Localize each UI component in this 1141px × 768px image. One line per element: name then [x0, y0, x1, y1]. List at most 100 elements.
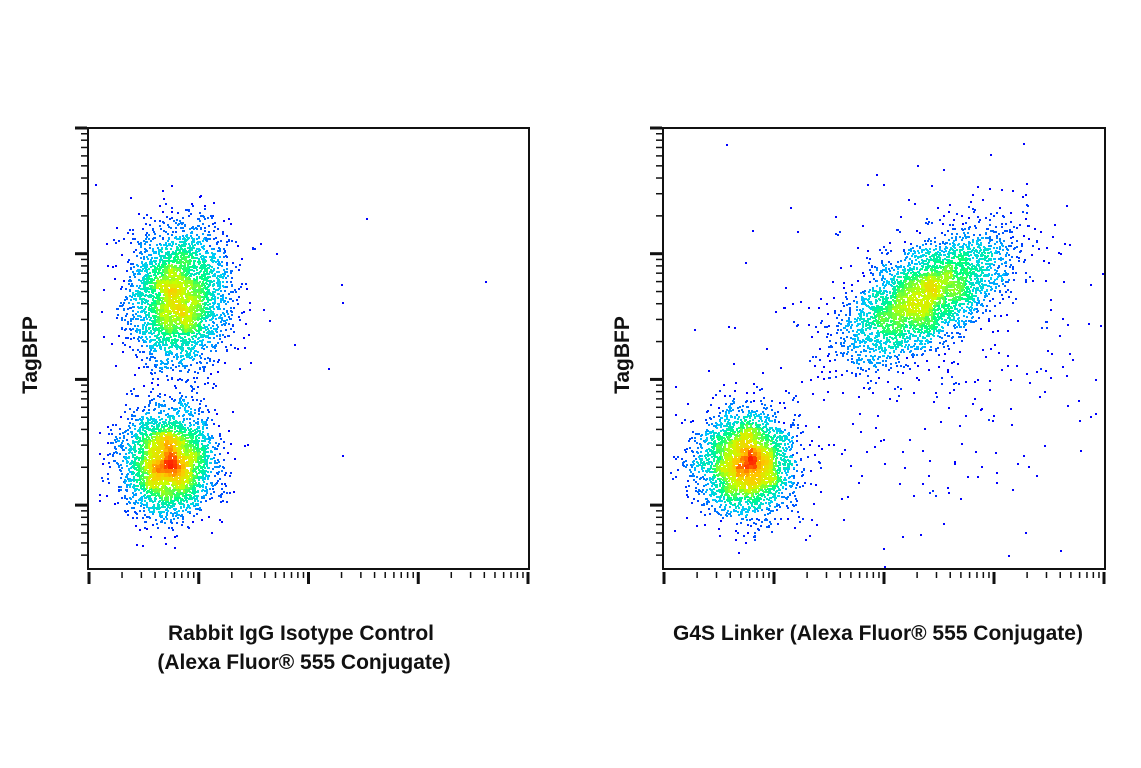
- event-point: [226, 241, 228, 243]
- event-point: [167, 506, 169, 508]
- event-point: [215, 350, 217, 352]
- event-point: [162, 487, 164, 489]
- event-point: [171, 339, 173, 341]
- event-point: [170, 227, 172, 229]
- event-point: [131, 507, 133, 509]
- event-point: [207, 289, 209, 291]
- event-point: [205, 320, 207, 322]
- event-point: [132, 424, 134, 426]
- event-point: [224, 474, 226, 476]
- event-point: [205, 292, 207, 294]
- event-point: [146, 345, 148, 347]
- event-point: [143, 366, 145, 368]
- event-point: [152, 347, 154, 349]
- event-point: [212, 295, 214, 297]
- event-point: [129, 486, 131, 488]
- event-point: [214, 466, 216, 468]
- event-point: [149, 345, 151, 347]
- event-point: [187, 347, 189, 349]
- event-point: [195, 252, 197, 254]
- event-point: [235, 291, 237, 293]
- event-point: [190, 287, 192, 289]
- event-point: [214, 296, 216, 298]
- event-point: [145, 434, 147, 436]
- event-point: [185, 243, 187, 245]
- event-point: [200, 243, 202, 245]
- event-point: [210, 493, 212, 495]
- event-point: [205, 424, 207, 426]
- event-point: [150, 294, 152, 296]
- event-point: [176, 256, 178, 258]
- event-point: [187, 238, 189, 240]
- event-point: [182, 499, 184, 501]
- event-point: [149, 319, 151, 321]
- event-point: [142, 545, 144, 547]
- event-point: [138, 292, 140, 294]
- event-point: [238, 296, 240, 298]
- event-point: [154, 270, 156, 272]
- event-point: [182, 436, 184, 438]
- event-point: [224, 362, 226, 364]
- event-point: [171, 185, 173, 187]
- event-point: [136, 255, 138, 257]
- event-point: [178, 362, 180, 364]
- event-point: [126, 474, 128, 476]
- event-point: [156, 307, 158, 309]
- event-point: [206, 465, 208, 467]
- event-point: [180, 252, 182, 254]
- event-point: [158, 403, 160, 405]
- event-point: [139, 452, 141, 454]
- event-point: [195, 461, 197, 463]
- event-point: [215, 330, 217, 332]
- event-point: [177, 261, 179, 263]
- event-point: [194, 432, 196, 434]
- event-point: [191, 306, 193, 308]
- event-point: [140, 463, 142, 465]
- event-point: [174, 237, 176, 239]
- event-point: [153, 505, 155, 507]
- event-point: [167, 240, 169, 242]
- event-point: [137, 407, 139, 409]
- event-point: [239, 319, 241, 321]
- event-point: [187, 511, 189, 513]
- event-point: [161, 319, 163, 321]
- event-point: [168, 527, 170, 529]
- event-point: [201, 443, 203, 445]
- event-point: [185, 296, 187, 298]
- event-point: [183, 358, 185, 360]
- event-point: [193, 278, 195, 280]
- event-point: [187, 273, 189, 275]
- event-point: [133, 502, 135, 504]
- event-point: [206, 445, 208, 447]
- event-point: [196, 428, 198, 430]
- event-point: [141, 420, 143, 422]
- event-point: [146, 528, 148, 530]
- event-point: [233, 331, 235, 333]
- event-point: [199, 285, 201, 287]
- event-point: [147, 300, 149, 302]
- event-point: [205, 273, 207, 275]
- event-point: [190, 444, 192, 446]
- event-point: [210, 462, 212, 464]
- event-point: [181, 324, 183, 326]
- event-point: [193, 228, 195, 230]
- event-point: [162, 501, 164, 503]
- event-point: [154, 306, 156, 308]
- event-point: [211, 497, 213, 499]
- event-point: [168, 340, 170, 342]
- event-point: [163, 230, 165, 232]
- event-point: [165, 242, 167, 244]
- event-point: [140, 244, 142, 246]
- event-point: [185, 251, 187, 253]
- event-point: [118, 240, 120, 242]
- event-point: [172, 251, 174, 253]
- event-point: [185, 443, 187, 445]
- event-point: [213, 360, 215, 362]
- event-point: [174, 321, 176, 323]
- event-point: [176, 330, 178, 332]
- event-point: [214, 462, 216, 464]
- event-point: [159, 235, 161, 237]
- event-point: [158, 425, 160, 427]
- event-point: [184, 409, 186, 411]
- event-point: [187, 526, 189, 528]
